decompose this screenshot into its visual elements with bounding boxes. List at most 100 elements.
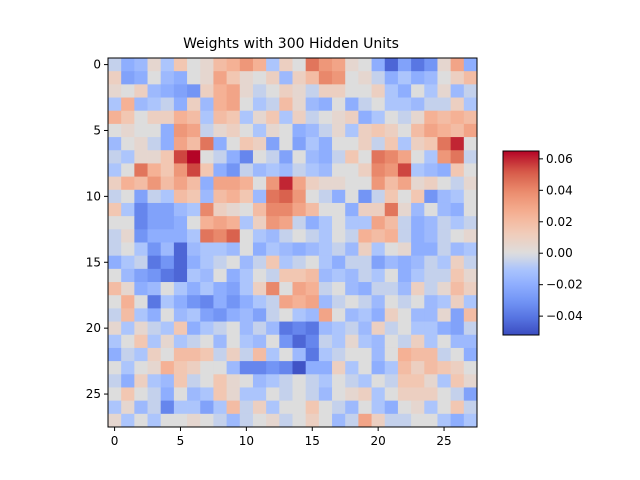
heatmap-cell [252, 268, 267, 283]
heatmap-cell [397, 400, 412, 415]
heatmap-cell [147, 137, 162, 151]
heatmap-cell [108, 242, 122, 257]
heatmap-cell [239, 202, 254, 217]
plot-frame [107, 57, 478, 428]
heatmap-cell [358, 400, 372, 415]
heatmap-cell [371, 229, 386, 243]
heatmap-cell [424, 374, 438, 388]
heatmap-cell [345, 110, 359, 125]
heatmap-cell [292, 308, 307, 322]
heatmap-cell [332, 163, 346, 178]
heatmap-cell [187, 150, 201, 164]
heatmap-cell [437, 334, 452, 349]
heatmap-cell [279, 150, 293, 164]
heatmap-cell [187, 163, 201, 178]
heatmap-cell [239, 321, 254, 336]
heatmap-cell [213, 268, 228, 283]
heatmap-cell [200, 400, 214, 415]
heatmap-cell [239, 84, 254, 98]
heatmap-cell [305, 110, 320, 125]
heatmap-cell [305, 137, 320, 151]
heatmap-cell [332, 255, 346, 270]
heatmap-cell [226, 137, 241, 151]
heatmap-cell [187, 71, 201, 85]
heatmap-cell [424, 268, 438, 283]
heatmap-cell [213, 282, 228, 296]
heatmap-cell [173, 176, 188, 191]
heatmap-cell [384, 216, 399, 230]
heatmap-cell [318, 308, 333, 322]
heatmap-cell [450, 202, 465, 217]
heatmap-cell [332, 400, 346, 415]
heatmap-cell [424, 137, 438, 151]
heatmap-cell [147, 97, 162, 112]
heatmap-cell [411, 216, 425, 230]
heatmap-cell [397, 202, 412, 217]
heatmap-cell [411, 255, 425, 270]
heatmap-cell [147, 110, 162, 125]
heatmap-cell [121, 137, 135, 151]
heatmap-cell [345, 84, 359, 98]
heatmap-cell [239, 308, 254, 322]
heatmap-cell [173, 163, 188, 178]
heatmap-cell [147, 202, 162, 217]
heatmap-cell [292, 163, 307, 178]
heatmap-cell [266, 321, 280, 336]
heatmap-cell [384, 282, 399, 296]
heatmap-cell [173, 400, 188, 415]
heatmap-cell [147, 400, 162, 415]
heatmap-cell [173, 189, 188, 204]
heatmap-cell [108, 347, 122, 362]
heatmap-cell [397, 374, 412, 388]
heatmap-cell [437, 84, 452, 98]
heatmap-cell [147, 347, 162, 362]
heatmap-cell [121, 387, 135, 402]
heatmap-cell [187, 374, 201, 388]
heatmap-cell [358, 137, 372, 151]
colorbar-ticks: 0.06 0.04 0.02 0.00 −0.02 −0.04 [539, 152, 583, 323]
heatmap-cell [252, 282, 267, 296]
heatmap-cell [345, 347, 359, 362]
heatmap-cell [437, 216, 452, 230]
heatmap-cell [160, 71, 175, 85]
heatmap-cell [411, 137, 425, 151]
heatmap-cell [437, 400, 452, 415]
heatmap-cell [371, 361, 386, 375]
heatmap-cell [213, 295, 228, 309]
heatmap-cell [252, 295, 267, 309]
heatmap-cell [345, 163, 359, 178]
heatmap-cell [305, 255, 320, 270]
heatmap-cell [463, 361, 478, 375]
heatmap-cell [173, 282, 188, 296]
heatmap-cell [384, 71, 399, 85]
heatmap-cell [384, 84, 399, 98]
heatmap-cell [411, 97, 425, 112]
heatmap-cell [292, 334, 307, 349]
heatmap-cell [226, 387, 241, 402]
heatmap-cell [424, 216, 438, 230]
heatmap-cell [200, 242, 214, 257]
heatmap-cell [397, 150, 412, 164]
heatmap-cell [437, 97, 452, 112]
heatmap-cell [108, 268, 122, 283]
heatmap-cell [187, 413, 201, 428]
heatmap-cell [279, 413, 293, 428]
heatmap-cell [200, 374, 214, 388]
heatmap-cell [279, 58, 293, 72]
colorbar-tick-label: 0.02 [546, 215, 573, 229]
heatmap-cell [397, 163, 412, 178]
heatmap-cell [332, 97, 346, 112]
heatmap-cell [384, 189, 399, 204]
heatmap-cell [239, 229, 254, 243]
heatmap-cell [345, 202, 359, 217]
heatmap-cell [450, 295, 465, 309]
heatmap-cell [213, 229, 228, 243]
heatmap-cell [147, 321, 162, 336]
heatmap-cell [437, 202, 452, 217]
heatmap-cell [160, 110, 175, 125]
heatmap-cell [173, 58, 188, 72]
heatmap-cell [147, 361, 162, 375]
heatmap-cell [411, 176, 425, 191]
heatmap-cell [173, 84, 188, 98]
heatmap-cell [121, 268, 135, 283]
